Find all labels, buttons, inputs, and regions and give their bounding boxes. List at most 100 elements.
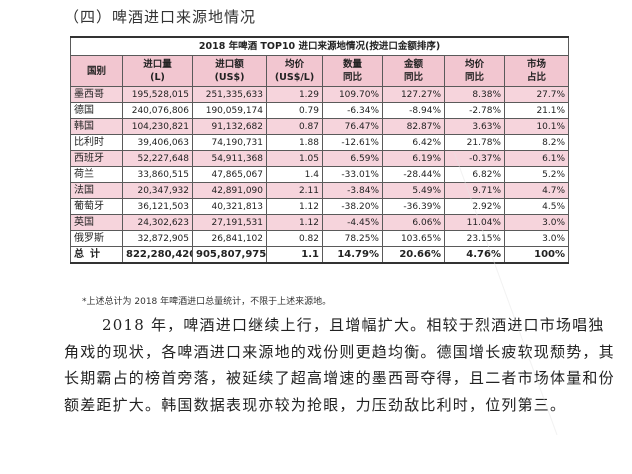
cell-price-yoy: 8.38% (444, 86, 505, 103)
cell-price-yoy: 23.15% (444, 230, 505, 247)
cell-amt-yoy: 6.19% (382, 150, 445, 167)
cell-country: 比利时 (70, 134, 123, 151)
cell-amount: 905,807,975 (192, 246, 267, 264)
cell-price-yoy: 4.76% (444, 246, 505, 264)
body-paragraph: 2018 年，啤酒进口继续上行，且增幅扩大。相较于烈酒进口市场唱独角戏的现状，各… (64, 316, 615, 414)
cell-price-yoy: 2.92% (444, 198, 505, 215)
cell-amount: 26,841,102 (192, 230, 267, 247)
cell-share: 27.7% (503, 86, 570, 103)
cell-country: 韩国 (70, 118, 123, 135)
table-row: 西班牙 52,227,648 54,911,368 1.05 6.59% 6.19% -0.… (70, 150, 570, 167)
cell-amt-yoy: -36.39% (382, 198, 445, 215)
column-header: 均价 同比 (444, 55, 505, 87)
column-header: 市场 占比 (503, 55, 570, 87)
cell-amount: 74,190,731 (192, 134, 267, 151)
cell-country: 西班牙 (70, 150, 123, 167)
cell-vol-yoy: -12.61% (322, 134, 383, 151)
cell-price-yoy: -2.78% (444, 102, 505, 119)
table-row: 荷兰 33,860,515 47,865,067 1.4 -33.01% -28.44% 6… (70, 166, 570, 183)
cell-volume: 195,528,015 (122, 86, 193, 103)
total-row: 总计 822,280,420 905,807,975 1.1 14.79% 20.66% 4… (70, 246, 570, 264)
cell-price: 1.12 (266, 214, 323, 231)
cell-country: 俄罗斯 (70, 230, 123, 247)
cell-country: 英国 (70, 214, 123, 231)
table-row: 德国 240,076,806 190,059,174 0.79 -6.34% -8.94%… (70, 102, 570, 119)
cell-amt-yoy: 103.65% (382, 230, 445, 247)
cell-price: 1.29 (266, 86, 323, 103)
cell-amt-yoy: -8.94% (382, 102, 445, 119)
cell-country: 荷兰 (70, 166, 123, 183)
cell-share: 3.0% (503, 214, 570, 231)
cell-volume: 32,872,905 (122, 230, 193, 247)
cell-price: 1.05 (266, 150, 323, 167)
cell-share: 4.5% (503, 198, 570, 215)
column-header: 均价 (US$/L) (266, 55, 323, 87)
cell-amt-yoy: 82.87% (382, 118, 445, 135)
cell-volume: 104,230,821 (122, 118, 193, 135)
cell-price-yoy: 6.82% (444, 166, 505, 183)
column-header: 进口量 (L) (122, 55, 193, 87)
cell-vol-yoy: -3.84% (322, 182, 383, 199)
table-row: 英国 24,302,623 27,191,531 1.12 -4.45% 6.06% 11.… (70, 214, 570, 231)
column-header: 进口额 (US$) (192, 55, 267, 87)
cell-price: 1.88 (266, 134, 323, 151)
column-header: 数量 同比 (322, 55, 383, 87)
cell-price-yoy: 11.04% (444, 214, 505, 231)
table-row: 俄罗斯 32,872,905 26,841,102 0.82 78.25% 103.65%… (70, 230, 570, 247)
cell-share: 4.7% (503, 182, 570, 199)
cell-amount: 42,891,090 (192, 182, 267, 199)
cell-vol-yoy: 76.47% (322, 118, 383, 135)
cell-amount: 40,321,813 (192, 198, 267, 215)
cell-share: 100% (503, 246, 570, 264)
cell-amt-yoy: 6.42% (382, 134, 445, 151)
cell-vol-yoy: 109.70% (322, 86, 383, 103)
cell-vol-yoy: 6.59% (322, 150, 383, 167)
cell-vol-yoy: 78.25% (322, 230, 383, 247)
cell-share: 10.1% (503, 118, 570, 135)
cell-amount: 190,059,174 (192, 102, 267, 119)
cell-amt-yoy: 5.49% (382, 182, 445, 199)
cell-vol-yoy: 14.79% (322, 246, 383, 264)
cell-price-yoy: 9.71% (444, 182, 505, 199)
cell-price: 1.12 (266, 198, 323, 215)
cell-price: 0.82 (266, 230, 323, 247)
cell-volume: 822,280,420 (122, 246, 193, 264)
table-row: 比利时 39,406,063 74,190,731 1.88 -12.61% 6.42% 2… (70, 134, 570, 151)
cell-vol-yoy: -4.45% (322, 214, 383, 231)
cell-price: 2.11 (266, 182, 323, 199)
cell-amount: 27,191,531 (192, 214, 267, 231)
cell-share: 6.1% (503, 150, 570, 167)
cell-price-yoy: 21.78% (444, 134, 505, 151)
cell-volume: 20,347,932 (122, 182, 193, 199)
cell-share: 5.2% (503, 166, 570, 183)
cell-amt-yoy: 127.27% (382, 86, 445, 103)
cell-share: 21.1% (503, 102, 570, 119)
cell-vol-yoy: -38.20% (322, 198, 383, 215)
cell-volume: 36,121,503 (122, 198, 193, 215)
column-header: 金额 同比 (382, 55, 445, 87)
cell-share: 8.2% (503, 134, 570, 151)
table-row: 墨西哥 195,528,015 251,335,633 1.29 109.70% 127.… (70, 86, 570, 103)
table-caption: 2018 年啤酒 TOP10 进口来源地情况(按进口金额排序) (69, 36, 570, 56)
cell-volume: 240,076,806 (122, 102, 193, 119)
cell-country: 德国 (70, 102, 123, 119)
cell-price: 1.4 (266, 166, 323, 183)
table-note: *上述总计为 2018 年啤酒进口总量统计，不限于上述来源地。 (82, 297, 332, 307)
table-row: 葡萄牙 36,121,503 40,321,813 1.12 -38.20% -36.39… (70, 198, 570, 215)
cell-volume: 24,302,623 (122, 214, 193, 231)
cell-price: 0.79 (266, 102, 323, 119)
cell-country: 总计 (70, 246, 123, 264)
cell-amount: 91,132,682 (192, 118, 267, 135)
cell-amt-yoy: 20.66% (382, 246, 445, 264)
table-row: 韩国 104,230,821 91,132,682 0.87 76.47% 82.87% 3… (70, 118, 570, 135)
cell-amount: 251,335,633 (192, 86, 267, 103)
column-header: 国别 (70, 55, 123, 87)
import-sources-table: 2018 年啤酒 TOP10 进口来源地情况(按进口金额排序) 国别 进口量 (L)… (69, 36, 570, 264)
cell-country: 墨西哥 (70, 86, 123, 103)
cell-volume: 33,860,515 (122, 166, 193, 183)
cell-amount: 47,865,067 (192, 166, 267, 183)
cell-amt-yoy: 6.06% (382, 214, 445, 231)
cell-vol-yoy: -6.34% (322, 102, 383, 119)
table-row: 法国 20,347,932 42,891,090 2.11 -3.84% 5.49% 9.7… (70, 182, 570, 199)
cell-volume: 52,227,648 (122, 150, 193, 167)
